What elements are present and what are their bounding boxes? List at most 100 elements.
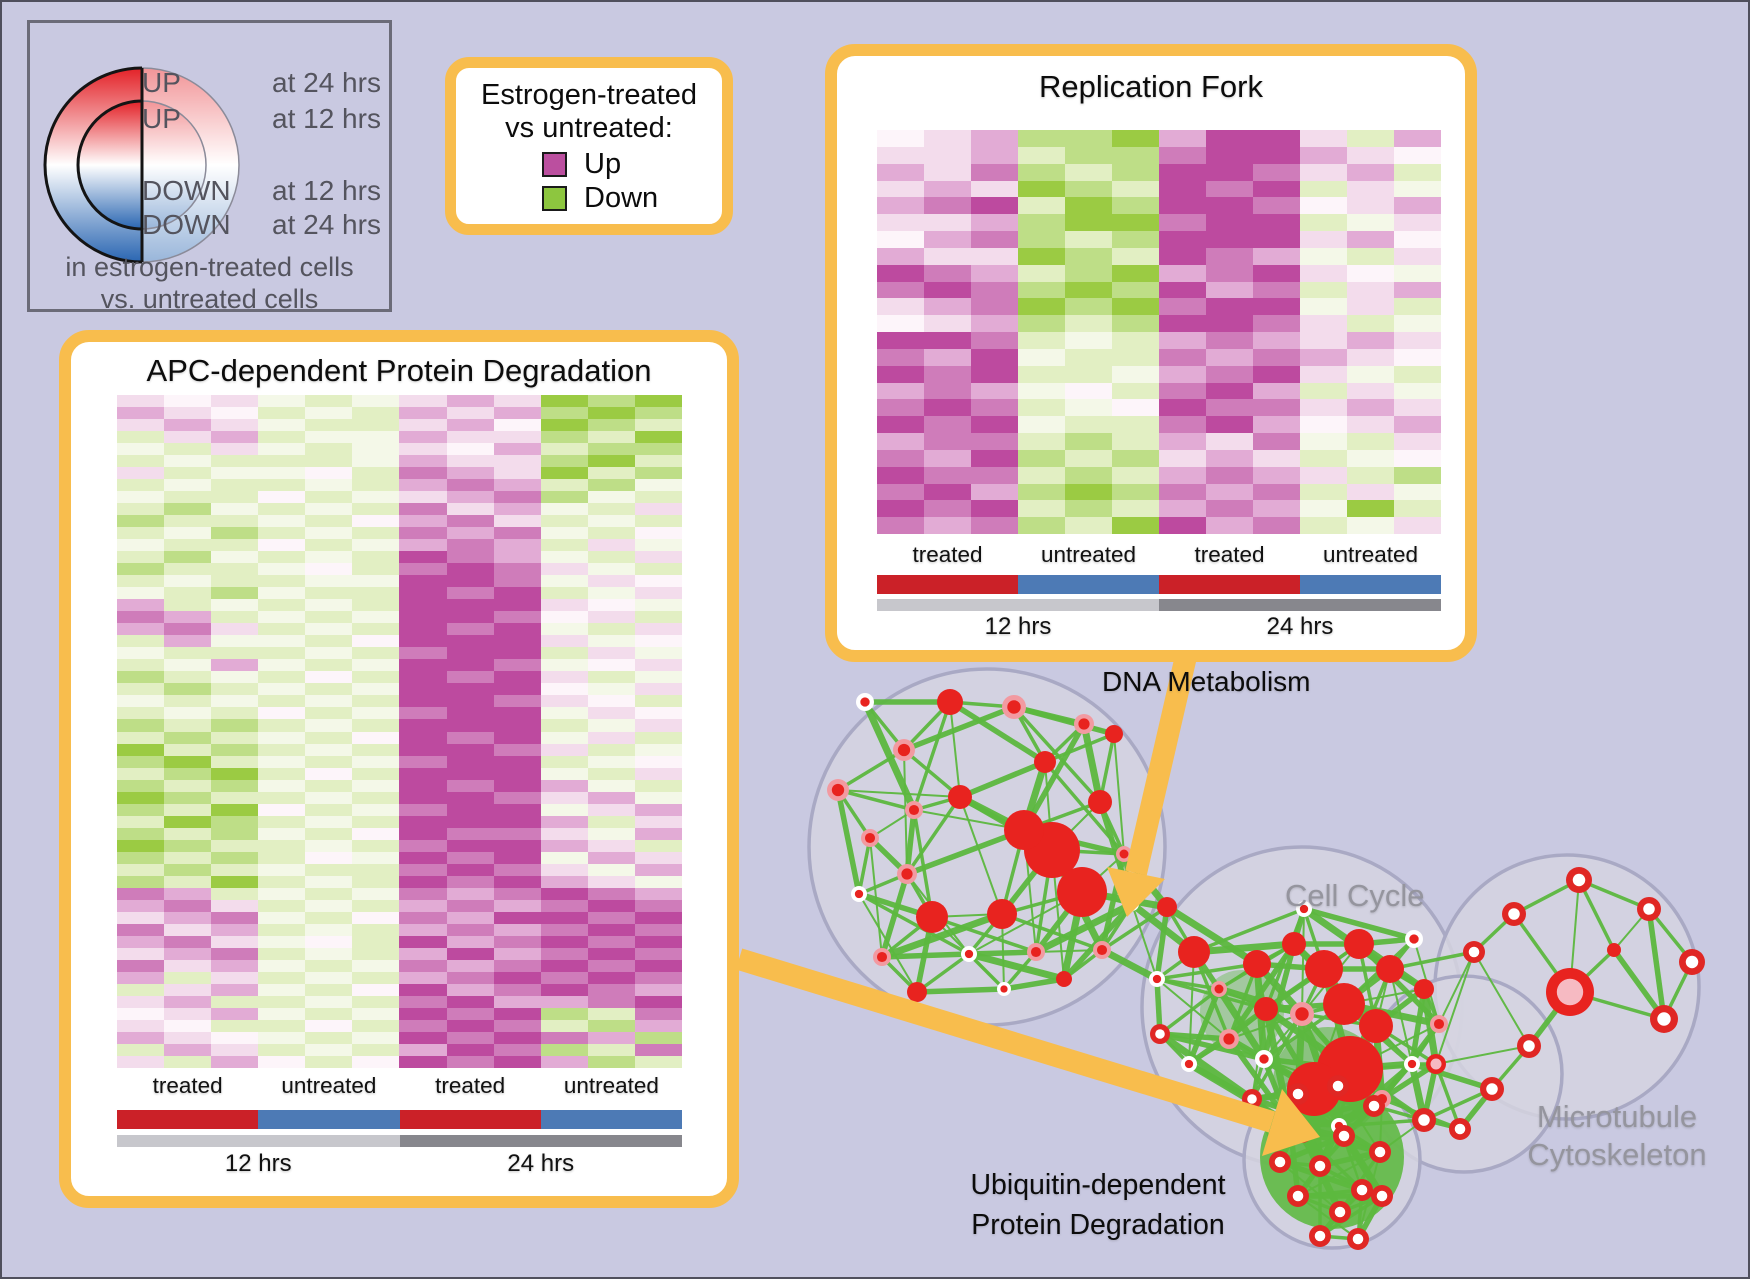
heatmap-cell [924,146,971,164]
heatmap-cell [211,647,259,660]
heatmap-cell [211,527,259,540]
heatmap-cell [971,146,1018,164]
heatmap-cell [258,635,306,648]
heatmap-cell [540,719,588,732]
heatmap-cell [399,575,447,588]
heatmap-cell [634,911,682,924]
heatmap-cell [634,479,682,492]
heatmap-cell [399,863,447,876]
heatmap-cell [1347,399,1394,417]
heatmap-cell [877,214,924,231]
heatmap-cell [877,449,924,467]
heatmap-cell [352,851,400,864]
heatmap-cell [1112,264,1159,282]
heatmap-cell [117,791,165,804]
heatmap-cell [352,455,400,468]
heatmap-cell [971,130,1018,147]
network-edge [835,789,862,895]
heatmap-cell [1206,332,1253,349]
heatmap-cell [493,839,541,852]
heatmap-cell [1300,332,1347,349]
heatmap-cell [1018,399,1065,417]
network-edge [837,748,905,792]
heatmap-cell [1300,214,1347,231]
heatmap-cell [258,419,306,432]
network-node-core [1247,1094,1257,1104]
heatmap-cell [352,983,400,996]
heatmap-cell [1112,483,1159,501]
timepoint-label: 24 hrs [1266,613,1334,640]
heatmap-cell [117,923,165,936]
cluster-label-dna-metabolism: DNA Metabolism [1102,666,1311,697]
heatmap-cell [877,466,924,484]
heatmap-cell [1159,214,1206,231]
heatmap-cell [305,683,353,696]
heatmap-cell [1300,416,1347,433]
heatmap-cell [634,995,682,1008]
cluster-label-line: Protein Degradation [971,1209,1225,1241]
heatmap-cell [1300,449,1347,467]
heatmap-cell [924,247,971,265]
heatmap-cell [399,563,447,576]
heatmap-cell [1065,281,1112,299]
heatmap-cell [540,587,588,600]
heatmap-cell [211,599,259,612]
panel-title: Replication Fork [1039,69,1263,104]
heatmap-cell [446,1055,494,1068]
heatmap-cell [540,503,588,516]
heatmap-cell [1394,315,1441,332]
heatmap-cell [587,719,635,732]
heatmap-cell [258,671,306,684]
heatmap-cell [117,767,165,780]
heatmap-cell [1347,382,1394,400]
heatmap-cell [446,563,494,576]
heatmap-cell [493,527,541,540]
heatmap-cell [352,683,400,696]
heatmap-cell [211,923,259,936]
heatmap-cell [1300,163,1347,181]
network-node-core [854,889,864,899]
updown-legend-title: Estrogen-treated vs untreated: [456,79,722,145]
heatmap-cell [352,923,400,936]
heatmap-cell [399,527,447,540]
network-node [1056,971,1072,987]
network-node [1254,997,1278,1021]
heatmap-cell [877,231,924,248]
network-edge [1003,976,1065,992]
condition-label: untreated [1322,542,1419,567]
network-node-core [1356,1184,1368,1196]
heatmap-cell [540,743,588,756]
heatmap-cell [258,1007,306,1020]
heatmap-cell [399,623,447,636]
heatmap-cell [971,315,1018,332]
heatmap-cell [540,491,588,504]
network-node [1414,979,1434,999]
network-node-core [1295,1007,1309,1021]
heatmap-cell [493,1007,541,1020]
network-edge [1438,951,1475,1025]
heatmap-cell [924,163,971,181]
heatmap-cell [211,479,259,492]
heatmap-cell [1112,382,1159,400]
heatmap-cell [587,899,635,912]
network-node-core [1000,985,1008,993]
ring-row-time: at 24 hrs [272,67,381,98]
heatmap-cell [164,803,212,816]
heatmap-cell [540,863,588,876]
heatmap-cell [587,755,635,768]
heatmap-cell [164,515,212,528]
heatmap-cell [634,887,682,900]
heatmap-cell [1018,500,1065,518]
heatmap-cell [352,575,400,588]
heatmap-cell [634,467,682,480]
heatmap-cell [446,995,494,1008]
heatmap-cell [211,767,259,780]
heatmap-cell [1253,130,1300,147]
heatmap-cell [164,671,212,684]
heatmap-cell [211,563,259,576]
heatmap-cell [1112,433,1159,450]
heatmap-cell [493,923,541,936]
heatmap-cell [587,431,635,444]
heatmap-cell [877,399,924,417]
network-node-core [1368,1100,1380,1112]
